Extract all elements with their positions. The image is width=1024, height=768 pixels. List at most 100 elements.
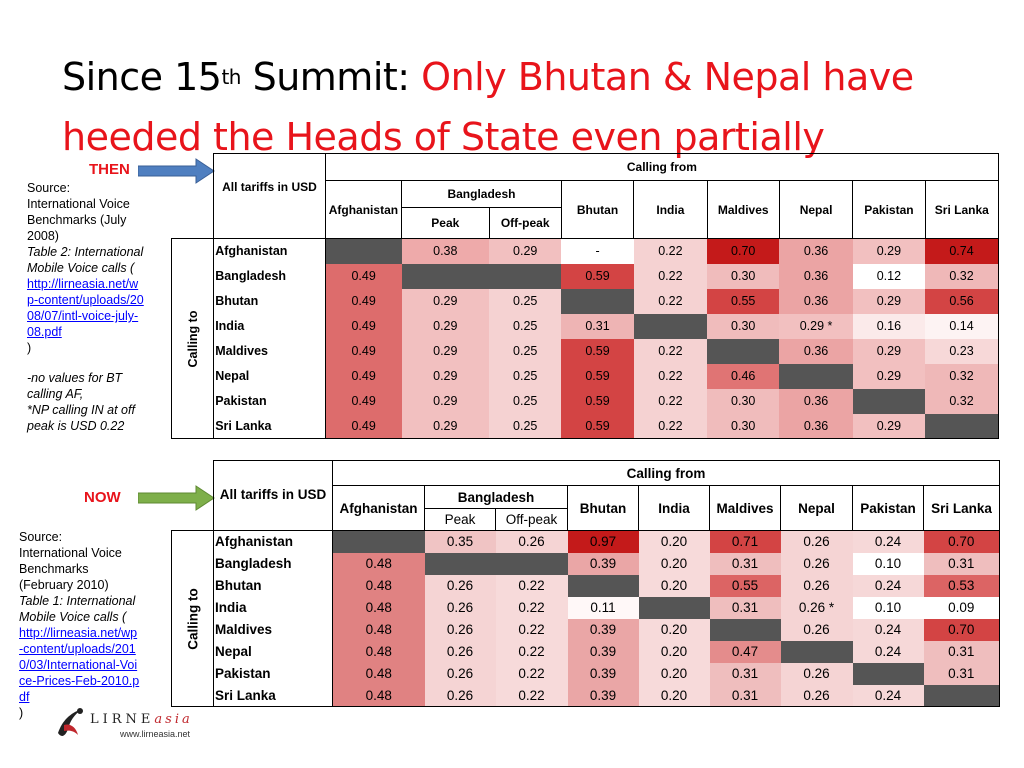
then-source-table: Table 2: International Mobile Voice call… bbox=[27, 245, 144, 275]
tariff-cell: - bbox=[561, 238, 634, 264]
tariff-cell: 0.48 bbox=[332, 596, 425, 619]
tariff-cell: 0.14 bbox=[925, 313, 1000, 339]
logo-brand-suffix: asia bbox=[154, 712, 193, 727]
tariff-cell: 0.29 bbox=[489, 238, 562, 264]
then-col-srilanka: Sri Lanka bbox=[924, 180, 1000, 239]
now-source-note: Source: International Voice Benchmarks (… bbox=[19, 529, 141, 721]
now-sub-offpeak: Off-peak bbox=[495, 508, 568, 531]
tariff-cell: 0.48 bbox=[332, 684, 425, 707]
tariff-cell: 0.29 bbox=[401, 288, 490, 314]
tariff-cell: 0.24 bbox=[852, 618, 924, 641]
then-col-pakistan: Pakistan bbox=[852, 180, 926, 239]
tariff-cell: 0.53 bbox=[923, 574, 1001, 597]
then-arrow-icon bbox=[138, 158, 215, 184]
then-source-label: Source: bbox=[27, 181, 71, 195]
tariff-cell: 0.22 bbox=[633, 413, 708, 439]
tariff-cell: 0.20 bbox=[638, 574, 710, 597]
tariff-cell: 0.22 bbox=[633, 238, 708, 264]
tariff-cell: 0.26 bbox=[424, 684, 496, 707]
tariff-cell: 0.31 bbox=[923, 640, 1001, 663]
now-tag: NOW bbox=[84, 489, 121, 506]
tariff-cell: 0.22 bbox=[495, 640, 568, 663]
tariff-cell: 0.29 bbox=[852, 338, 926, 364]
tariff-cell: 0.59 bbox=[561, 263, 634, 289]
tariff-cell: 0.26 bbox=[424, 618, 496, 641]
now-source-close: ) bbox=[19, 706, 24, 720]
tariff-cell: 0.29 bbox=[401, 363, 490, 389]
tariff-cell: 0.26 bbox=[780, 574, 853, 597]
tariff-cell bbox=[561, 288, 634, 314]
tariff-cell bbox=[923, 684, 1001, 707]
logo-brand: LIRNEasia bbox=[90, 712, 193, 727]
tariff-cell: 0.48 bbox=[332, 640, 425, 663]
table-row: Bhutan 0.49 0.29 0.25 0.22 0.55 0.36 0.29 0.56 bbox=[172, 288, 1000, 314]
tariff-cell: 0.29 bbox=[401, 413, 490, 439]
tariff-cell: 0.70 bbox=[923, 530, 1001, 553]
row-label: Afghanistan bbox=[213, 238, 326, 264]
now-col-maldives: Maldives bbox=[709, 485, 781, 531]
tariff-cell: 0.24 bbox=[852, 684, 924, 707]
tariff-cell: 0.16 bbox=[852, 313, 926, 339]
tariff-cell bbox=[780, 640, 853, 663]
then-note-np: *NP calling IN at off peak is USD 0.22 bbox=[27, 403, 135, 433]
now-source-link[interactable]: http://lirneasia.net/wp-content/uploads/… bbox=[19, 626, 140, 704]
tariff-cell: 0.31 bbox=[709, 596, 781, 619]
tariff-cell: 0.26 bbox=[495, 530, 568, 553]
tariff-cell: 0.25 bbox=[489, 313, 562, 339]
tariff-cell: 0.22 bbox=[633, 363, 708, 389]
then-tariff-table: All tariffs in USD Calling from Afghanis… bbox=[170, 153, 1000, 439]
tariff-cell: 0.30 bbox=[707, 313, 780, 339]
tariff-cell: 0.26 * bbox=[780, 596, 853, 619]
table-row: Calling to Afghanistan 0.35 0.26 0.97 0.20 0.7… bbox=[171, 530, 1001, 707]
tariff-cell: 0.97 bbox=[567, 530, 639, 553]
tariff-cell: 0.59 bbox=[561, 413, 634, 439]
logo-figure-icon bbox=[58, 708, 83, 736]
tariff-cell: 0.48 bbox=[332, 618, 425, 641]
tariff-cell: 0.22 bbox=[495, 618, 568, 641]
tariff-cell: 0.48 bbox=[332, 552, 425, 575]
tariff-cell: 0.71 bbox=[709, 530, 781, 553]
row-label: Afghanistan bbox=[213, 530, 333, 553]
now-col-bangladesh: Bangladesh bbox=[424, 485, 568, 509]
tariff-cell: 0.20 bbox=[638, 684, 710, 707]
tariff-cell: 0.26 bbox=[780, 662, 853, 685]
tariff-cell: 0.70 bbox=[707, 238, 780, 264]
tariff-cell: 0.29 bbox=[852, 363, 926, 389]
tariff-cell: 0.26 bbox=[424, 662, 496, 685]
slide-title: Since 15th Summit: Only Bhutan & Nepal h… bbox=[62, 50, 962, 164]
tariff-cell: 0.49 bbox=[325, 388, 402, 414]
tariff-cell: 0.30 bbox=[707, 388, 780, 414]
lirneasia-logo: LIRNEasia www.lirneasia.net bbox=[52, 703, 202, 743]
tariff-cell: 0.22 bbox=[495, 684, 568, 707]
tariff-cell: 0.23 bbox=[925, 338, 1000, 364]
now-sub-peak: Peak bbox=[424, 508, 496, 531]
tariff-cell: 0.36 bbox=[779, 288, 853, 314]
now-corner-label: All tariffs in USD bbox=[213, 460, 333, 531]
row-label: Sri Lanka bbox=[213, 413, 326, 439]
tariff-cell: 0.55 bbox=[709, 574, 781, 597]
title-highlight: Only Bhutan & Nepal have heeded the Head… bbox=[62, 55, 914, 159]
table-row: Bangladesh 0.48 0.39 0.20 0.31 0.26 0.10 0.31 bbox=[172, 552, 1001, 575]
then-tag: THEN bbox=[89, 161, 130, 178]
now-source-table: Table 1: International Mobile Voice call… bbox=[19, 594, 136, 624]
tariff-cell: 0.24 bbox=[852, 640, 924, 663]
tariff-cell: 0.29 bbox=[852, 413, 926, 439]
tariff-cell bbox=[852, 662, 924, 685]
tariff-cell: 0.56 bbox=[925, 288, 1000, 314]
row-label: Pakistan bbox=[213, 662, 333, 685]
tariff-cell: 0.36 bbox=[779, 263, 853, 289]
tariff-cell: 0.25 bbox=[489, 363, 562, 389]
table-row: India 0.49 0.29 0.25 0.31 0.30 0.29 * 0.16 0.14 bbox=[172, 313, 1000, 339]
tariff-cell: 0.38 bbox=[401, 238, 490, 264]
table-row: India 0.48 0.26 0.22 0.11 0.31 0.26 * 0.10 0.09 bbox=[172, 596, 1001, 619]
tariff-cell: 0.39 bbox=[567, 640, 639, 663]
table-row: Calling to Afghanistan 0.38 0.29-0.22 0.70 0.… bbox=[170, 238, 1000, 439]
now-calling-to-label: Calling to bbox=[171, 530, 214, 707]
then-source-close: ) bbox=[27, 341, 32, 355]
then-source-link[interactable]: http://lirneasia.net/wp-content/uploads/… bbox=[27, 277, 144, 339]
now-source-benchmark: International Voice Benchmarks (February… bbox=[19, 546, 122, 592]
tariff-cell: 0.20 bbox=[638, 530, 710, 553]
tariff-cell: 0.26 bbox=[780, 530, 853, 553]
tariff-cell: 0.35 bbox=[424, 530, 496, 553]
then-col-nepal: Nepal bbox=[778, 180, 854, 239]
